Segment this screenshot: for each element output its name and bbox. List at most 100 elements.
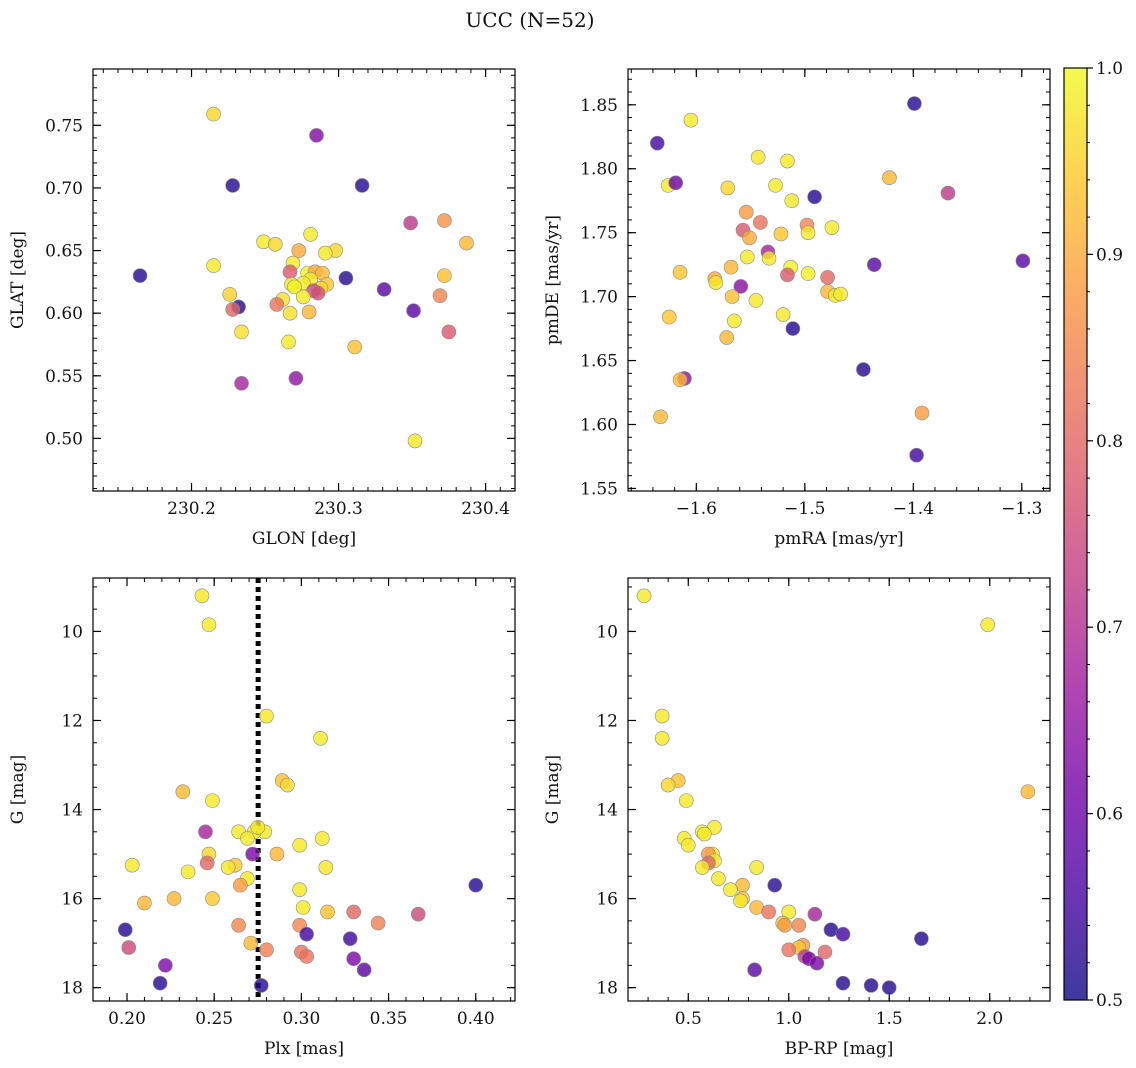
- y-tick-label: 1.60: [580, 416, 618, 436]
- colorbar-tick-label: 0.8: [1096, 432, 1123, 452]
- data-point: [231, 918, 246, 933]
- data-point: [253, 978, 269, 993]
- data-point: [222, 287, 238, 302]
- x-tick-label: 230.4: [461, 499, 510, 519]
- data-point: [299, 949, 314, 964]
- data-point: [668, 175, 684, 191]
- data-point: [269, 297, 285, 312]
- x-tick-label: 0.25: [195, 1009, 233, 1029]
- data-point: [753, 215, 768, 230]
- data-point: [654, 730, 670, 746]
- data-point: [697, 826, 712, 842]
- data-point: [194, 588, 210, 604]
- data-point: [723, 259, 739, 275]
- data-point: [660, 777, 676, 793]
- y-tick-label: 14: [596, 801, 618, 821]
- data-point: [791, 918, 807, 933]
- data-point: [166, 891, 182, 906]
- data-point: [1015, 253, 1031, 269]
- data-point: [206, 106, 221, 122]
- y-tick-label: 0.70: [45, 179, 83, 199]
- data-point: [376, 282, 392, 297]
- data-point: [250, 820, 266, 835]
- data-point: [780, 153, 795, 169]
- data-point: [742, 230, 757, 246]
- data-point: [233, 877, 248, 893]
- y-tick-label: 1.75: [580, 224, 618, 244]
- data-point: [198, 824, 213, 840]
- x-tick-label: 0.30: [282, 1009, 320, 1029]
- data-point: [313, 730, 328, 746]
- colorbar-tick-label: 0.5: [1096, 991, 1123, 1011]
- data-point: [856, 362, 871, 377]
- x-tick-label: −1.5: [784, 499, 825, 519]
- y-tick-label: 16: [61, 890, 83, 910]
- data-point: [124, 857, 140, 873]
- data-point: [282, 305, 298, 321]
- data-point: [180, 864, 196, 880]
- x-axis-label: pmRA [mas/yr]: [774, 529, 903, 549]
- data-point: [708, 275, 724, 290]
- data-point: [785, 321, 801, 336]
- data-point: [309, 128, 324, 143]
- data-point: [137, 895, 152, 911]
- panel-bprp-g: 0.5 1.0 1.5 2.0 10 12 14 16 18 BP-RP [mag] G [mag]: [543, 577, 1051, 1059]
- data-point: [225, 302, 240, 317]
- data-point: [121, 940, 137, 955]
- data-point: [909, 447, 924, 463]
- colorbar-tick-label: 0.6: [1096, 805, 1123, 825]
- data-point: [761, 904, 776, 920]
- y-tick-label: 10: [61, 622, 83, 642]
- y-axis-label: G [mag]: [543, 755, 563, 824]
- data-point: [672, 372, 688, 388]
- x-tick-label: 1.0: [775, 1009, 802, 1029]
- data-point: [282, 264, 298, 280]
- y-tick-label: 0.55: [45, 367, 83, 387]
- axes-frame: [92, 577, 516, 1002]
- data-point: [695, 860, 710, 875]
- panel-plx-g: 0.20 0.25 0.30 0.35 0.40 10 12 14 16 18 Plx [mas] G…: [8, 577, 516, 1059]
- y-axis-label: GLAT [deg]: [8, 231, 28, 329]
- data-point: [310, 285, 326, 301]
- data-point: [773, 226, 789, 242]
- data-point: [672, 265, 688, 280]
- data-point: [243, 935, 259, 951]
- data-point: [835, 975, 851, 991]
- data-point: [220, 860, 236, 875]
- data-point: [346, 904, 361, 920]
- x-axis-label: GLON [deg]: [252, 529, 356, 549]
- x-tick-label: 0.35: [370, 1009, 408, 1029]
- y-tick-label: 14: [61, 801, 83, 821]
- data-point: [291, 243, 307, 258]
- x-tick-label: 230.2: [167, 499, 216, 519]
- data-point: [767, 877, 782, 893]
- data-point: [281, 334, 296, 350]
- data-point: [320, 904, 335, 920]
- data-point: [833, 286, 848, 302]
- data-point: [342, 931, 358, 946]
- data-point: [653, 409, 668, 425]
- y-axis-label: pmDE [mas/yr]: [543, 215, 563, 345]
- data-point: [820, 270, 835, 285]
- data-point: [835, 926, 851, 942]
- data-point: [295, 900, 311, 915]
- data-point: [881, 980, 897, 995]
- colorbar-gradient: [1064, 68, 1087, 1000]
- data-point: [201, 617, 217, 633]
- data-point: [781, 904, 797, 920]
- data-point: [158, 958, 173, 973]
- data-point: [117, 922, 133, 938]
- x-tick-label: −1.6: [676, 499, 717, 519]
- data-point: [781, 942, 797, 958]
- y-tick-label: 0.65: [45, 242, 83, 262]
- data-point: [318, 860, 334, 875]
- y-tick-label: 1.85: [580, 96, 618, 116]
- data-point: [683, 112, 699, 128]
- y-axis-label: G [mag]: [8, 755, 28, 824]
- x-axis-label: BP-RP [mag]: [785, 1039, 894, 1059]
- data-point: [234, 376, 249, 391]
- data-point: [287, 279, 302, 295]
- data-point: [654, 708, 670, 724]
- data-point: [809, 955, 825, 971]
- data-point: [649, 135, 665, 151]
